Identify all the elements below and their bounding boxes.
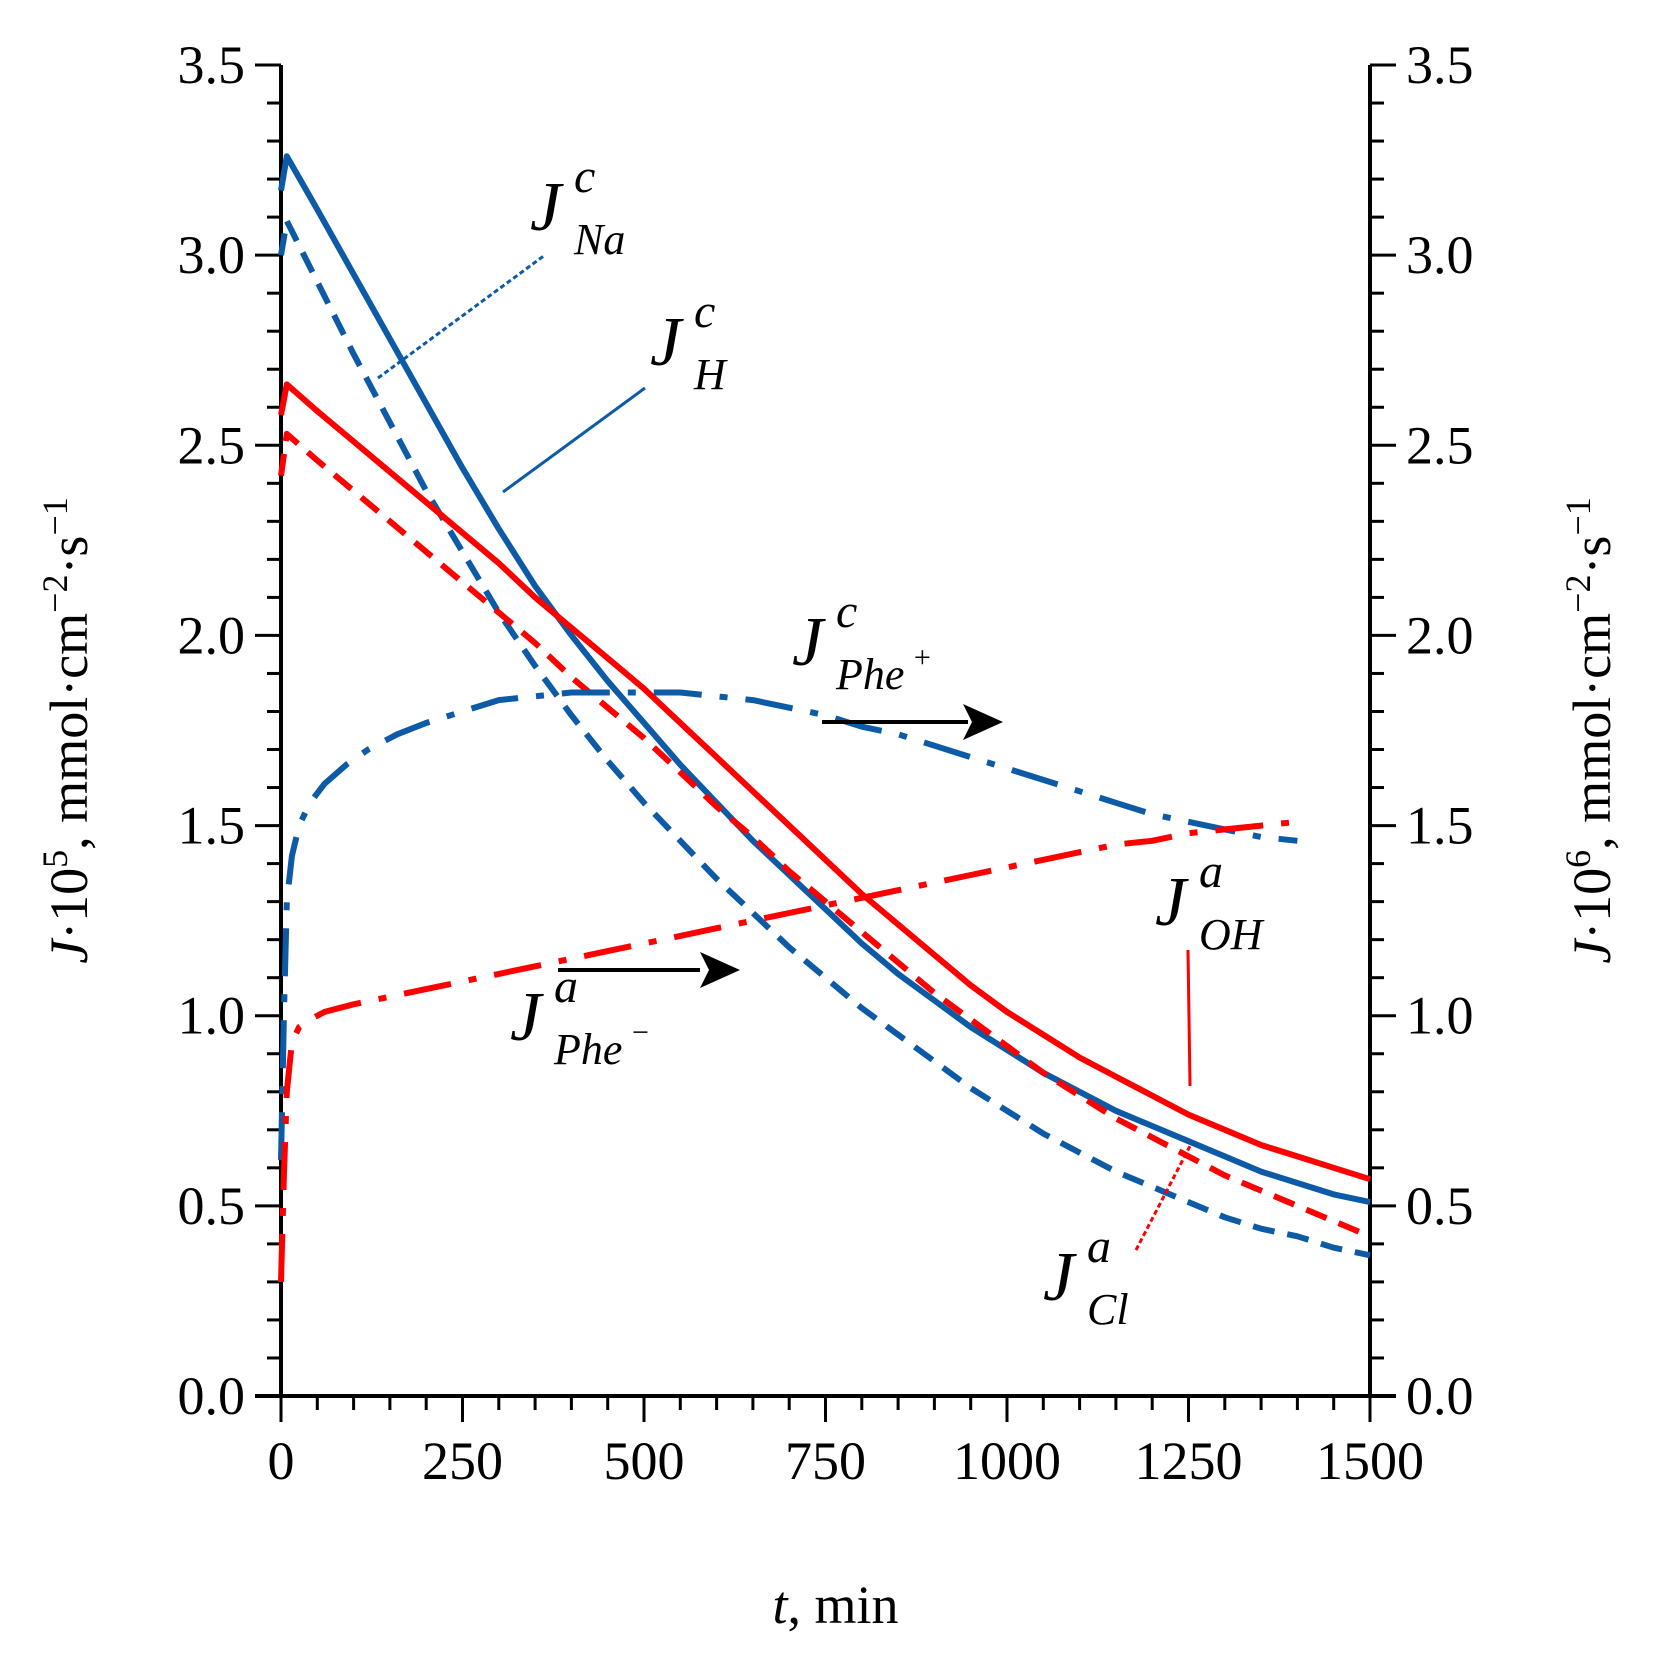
flux-label-subscript: Cl [1087,1285,1129,1334]
x-axis-title: t, min [772,1575,898,1635]
flux-label-superscript: c [836,585,857,638]
right-y-axis-title: J·106, mmol·cm−2·s−1 [1558,497,1622,964]
flux-label-charge: + [912,641,932,674]
y-tick-label-left: 1.5 [178,796,246,856]
x-tick-label: 250 [422,1431,503,1491]
flux-label-base: J [510,979,544,1056]
series-line-j-na-c [278,217,1371,1259]
arrowhead-phe-plus [963,704,1003,740]
left-y-axis-title: J·105, mmol·cm−2·s−1 [35,497,99,964]
y-tick-label-right: 1.5 [1406,796,1474,856]
series-line-j-h-c [278,153,1371,1206]
flux-label-superscript: a [1087,1220,1111,1273]
y-tick-label-right: 0.5 [1406,1176,1474,1236]
x-tick-label: 1000 [953,1431,1061,1491]
y-tick-label-right: 2.0 [1406,605,1474,665]
y-tick-label-left: 3.5 [178,35,246,95]
flux-label-charge: − [630,1016,650,1049]
y-tick-label-right: 1.0 [1406,986,1474,1046]
flux-label-superscript: a [554,960,578,1013]
leader-oh [1186,949,1192,1087]
y-tick-label-right: 0.0 [1406,1366,1474,1426]
flux-label-base: J [650,304,684,381]
x-tick-label: 500 [604,1431,685,1491]
y-tick-label-right: 3.0 [1406,225,1474,285]
y-tick-label-left: 0.5 [178,1176,246,1236]
flux-label-base: J [530,169,564,246]
y-tick-label-left: 2.0 [178,605,246,665]
x-tick-label: 0 [268,1431,295,1491]
flux-label-base: J [1043,1239,1077,1316]
series-line-j-phe-a [278,818,1298,1282]
flux-label-subscript: Phe [835,650,904,699]
y-tick-label-left: 2.5 [178,415,246,475]
leader-cl [1134,1145,1192,1251]
flux-label-base: J [792,604,826,681]
x-tick-label: 750 [785,1431,866,1491]
series-line-j-phe-c [278,689,1298,1161]
flux-label-superscript: c [694,285,715,338]
leader-layer [377,253,1192,1251]
series-line-j-oh-a [278,381,1371,1183]
flux-label-superscript: c [574,150,595,203]
flux-label-base: J [1155,864,1189,941]
x-tick-label: 1250 [1135,1431,1243,1491]
series-line-j-cl-a [278,430,1372,1240]
y-tick-label-left: 0.0 [178,1366,246,1426]
arrowhead-phe-minus [700,952,740,988]
flux-label-subscript: Na [573,215,625,264]
flux-label-superscript: a [1199,845,1223,898]
leader-na [377,253,546,380]
flux-label-subscript: H [693,350,728,399]
leader-h [502,386,646,494]
flux-label-subscript: Phe [553,1025,622,1074]
series-layer [278,153,1372,1282]
y-tick-label-right: 2.5 [1406,415,1474,475]
label-layer: 0.0 0.0 0.5 0.5 1.0 1.0 1.5 1.5 2.0 2.0 2.5 2.5 3.0 3… [35,35,1622,1635]
y-tick-label-left: 1.0 [178,986,246,1046]
y-tick-label-left: 3.0 [178,225,246,285]
y-tick-label-right: 3.5 [1406,35,1474,95]
x-tick-label: 1500 [1316,1431,1424,1491]
flux-label-subscript: OH [1199,910,1265,959]
